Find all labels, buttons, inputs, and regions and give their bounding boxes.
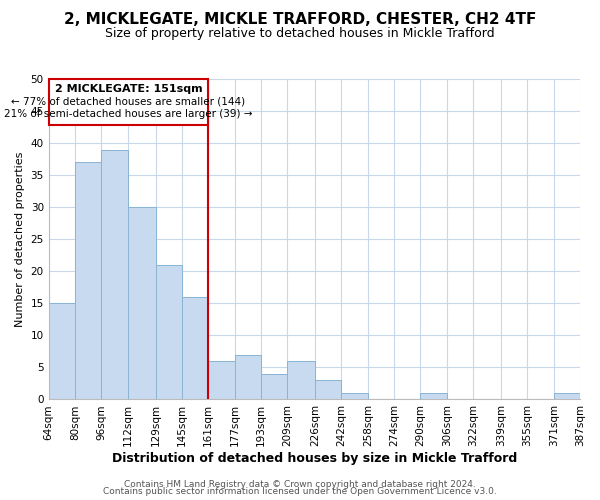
Bar [421, 393, 447, 400]
Bar [155, 265, 182, 400]
Bar [128, 207, 155, 400]
Bar [554, 393, 580, 400]
Y-axis label: Number of detached properties: Number of detached properties [15, 152, 25, 327]
Bar [101, 150, 128, 400]
Text: Contains HM Land Registry data © Crown copyright and database right 2024.: Contains HM Land Registry data © Crown c… [124, 480, 476, 489]
Text: 21% of semi-detached houses are larger (39) →: 21% of semi-detached houses are larger (… [4, 110, 253, 120]
Bar [208, 361, 235, 400]
Bar [341, 393, 368, 400]
Text: 2, MICKLEGATE, MICKLE TRAFFORD, CHESTER, CH2 4TF: 2, MICKLEGATE, MICKLE TRAFFORD, CHESTER,… [64, 12, 536, 28]
FancyBboxPatch shape [49, 79, 208, 125]
Bar [75, 162, 101, 400]
Text: Size of property relative to detached houses in Mickle Trafford: Size of property relative to detached ho… [105, 28, 495, 40]
Text: ← 77% of detached houses are smaller (144): ← 77% of detached houses are smaller (14… [11, 96, 245, 106]
Bar [315, 380, 341, 400]
Bar [49, 304, 75, 400]
Text: 2 MICKLEGATE: 151sqm: 2 MICKLEGATE: 151sqm [55, 84, 202, 94]
Bar [261, 374, 287, 400]
Bar [287, 361, 315, 400]
Text: Contains public sector information licensed under the Open Government Licence v3: Contains public sector information licen… [103, 487, 497, 496]
X-axis label: Distribution of detached houses by size in Mickle Trafford: Distribution of detached houses by size … [112, 452, 517, 465]
Bar [182, 297, 208, 400]
Bar [235, 354, 261, 400]
